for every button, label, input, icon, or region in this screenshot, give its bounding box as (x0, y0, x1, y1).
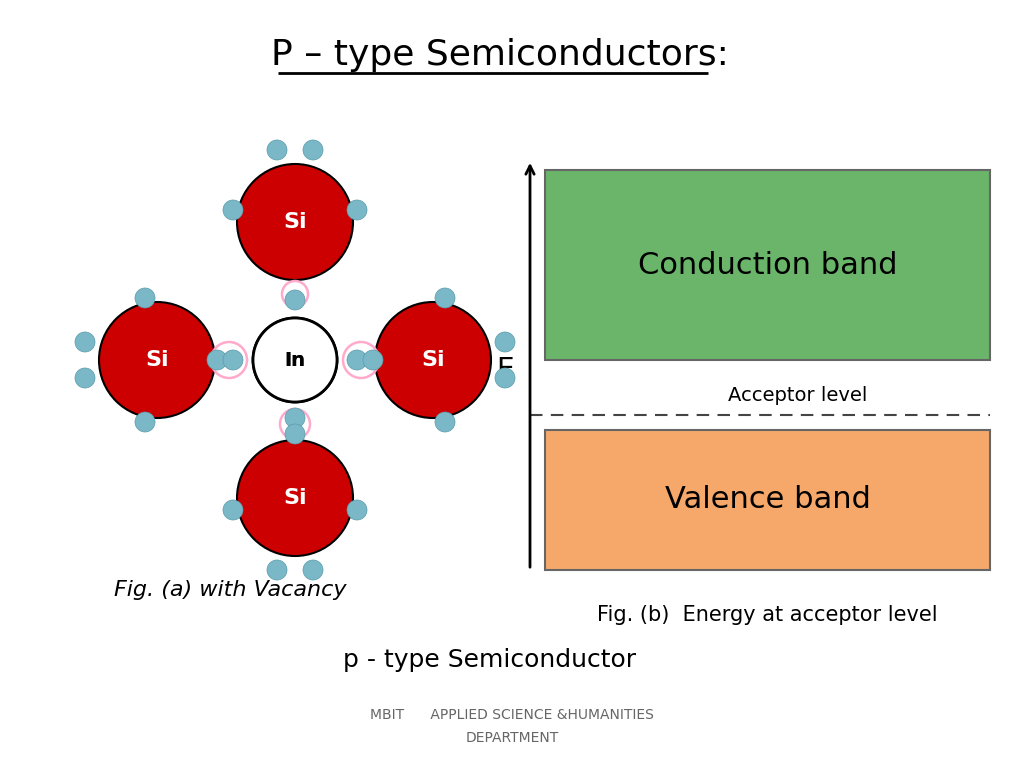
Circle shape (280, 409, 310, 439)
Circle shape (99, 302, 215, 418)
Text: Si: Si (421, 350, 444, 370)
Circle shape (435, 288, 455, 308)
Text: In: In (285, 350, 305, 369)
Circle shape (253, 318, 337, 402)
Circle shape (253, 318, 337, 402)
Circle shape (237, 440, 353, 556)
Circle shape (75, 368, 95, 388)
Circle shape (223, 500, 243, 520)
Circle shape (267, 560, 287, 580)
Circle shape (347, 200, 367, 220)
Circle shape (211, 342, 247, 378)
Circle shape (135, 288, 155, 308)
Text: Valence band: Valence band (665, 485, 870, 515)
Text: Fig. (a) with Vacancy: Fig. (a) with Vacancy (114, 580, 346, 600)
Circle shape (223, 350, 243, 370)
Text: Conduction band: Conduction band (638, 250, 897, 280)
Bar (545, 170, 990, 360)
Circle shape (435, 412, 455, 432)
Circle shape (285, 408, 305, 428)
Text: P – type Semiconductors:: P – type Semiconductors: (271, 38, 729, 72)
Circle shape (237, 164, 353, 280)
Text: In: In (285, 350, 305, 369)
Text: Acceptor level: Acceptor level (728, 386, 867, 405)
Text: p - type Semiconductor: p - type Semiconductor (343, 648, 637, 672)
Circle shape (135, 412, 155, 432)
Text: Fig. (b)  Energy at acceptor level: Fig. (b) Energy at acceptor level (597, 605, 938, 625)
Text: Si: Si (284, 212, 307, 232)
Text: Si: Si (284, 488, 307, 508)
Circle shape (282, 281, 308, 307)
Circle shape (285, 424, 305, 444)
Text: MBIT      APPLIED SCIENCE &HUMANITIES: MBIT APPLIED SCIENCE &HUMANITIES (370, 708, 654, 722)
Circle shape (495, 332, 515, 352)
Text: E: E (497, 356, 514, 384)
Circle shape (303, 140, 323, 160)
Circle shape (267, 140, 287, 160)
Circle shape (362, 350, 383, 370)
Circle shape (347, 350, 367, 370)
Text: DEPARTMENT: DEPARTMENT (465, 731, 559, 745)
Circle shape (303, 560, 323, 580)
Circle shape (75, 332, 95, 352)
Circle shape (375, 302, 490, 418)
Circle shape (343, 342, 379, 378)
Circle shape (495, 368, 515, 388)
Circle shape (285, 290, 305, 310)
Circle shape (223, 200, 243, 220)
Bar (545, 430, 990, 570)
Circle shape (347, 500, 367, 520)
Circle shape (207, 350, 227, 370)
Text: Si: Si (145, 350, 169, 370)
